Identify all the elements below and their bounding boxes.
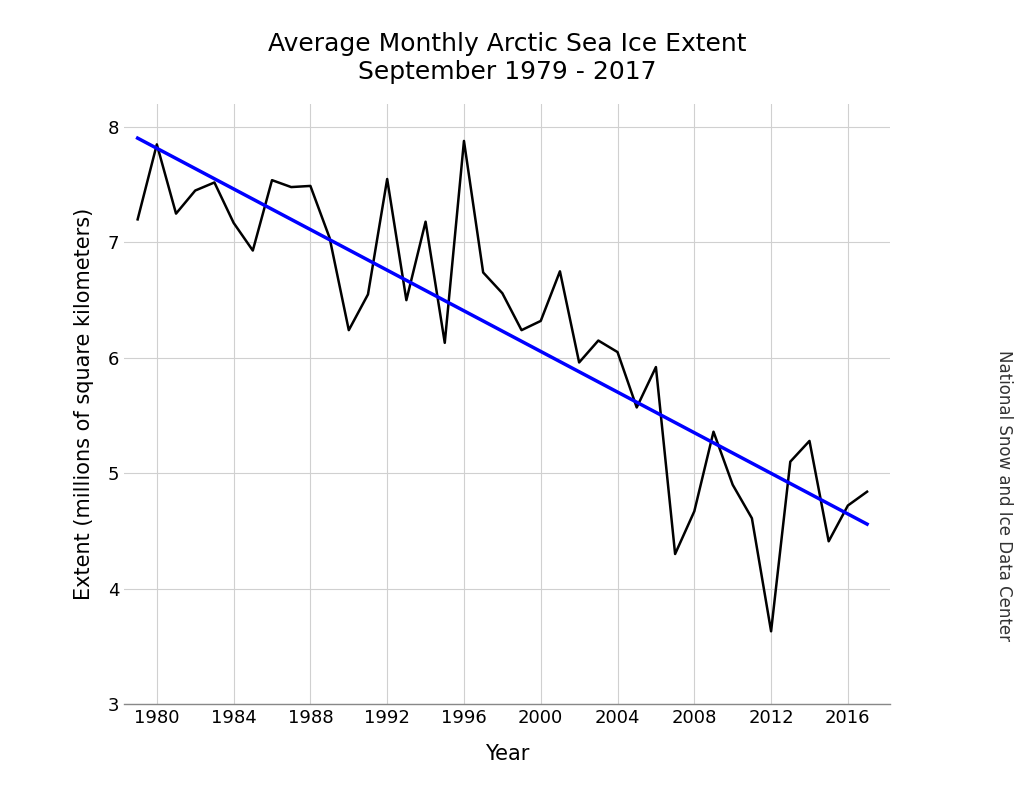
X-axis label: Year: Year: [485, 743, 529, 763]
Text: National Snow and Ice Data Center: National Snow and Ice Data Center: [995, 350, 1013, 642]
Y-axis label: Extent (millions of square kilometers): Extent (millions of square kilometers): [73, 208, 94, 600]
Title: Average Monthly Arctic Sea Ice Extent
September 1979 - 2017: Average Monthly Arctic Sea Ice Extent Se…: [268, 32, 746, 84]
